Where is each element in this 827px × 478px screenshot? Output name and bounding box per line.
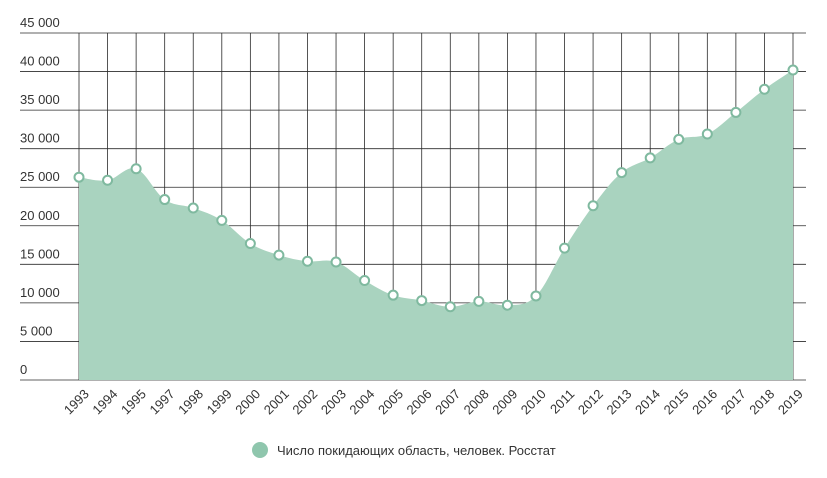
x-tick-label: 2019: [775, 386, 806, 417]
y-tick-label: 10 000: [20, 285, 60, 300]
data-point-marker: [644, 152, 656, 164]
y-tick-label: 30 000: [20, 131, 60, 146]
legend: Число покидающих область, человек. Росст…: [252, 442, 556, 458]
x-tick-label: 1993: [61, 386, 92, 417]
y-axis-ticks: 0 5 000 10 000 15 000 20 000 25 000 30 000 35 0…: [20, 15, 60, 377]
data-point-marker: [701, 128, 713, 140]
x-tick-label: 2013: [603, 386, 634, 417]
data-point-marker: [787, 64, 799, 76]
y-tick-label: 40 000: [20, 54, 60, 69]
x-tick-label: 2012: [575, 386, 606, 417]
data-point-marker: [587, 200, 599, 212]
data-point-marker: [616, 167, 628, 179]
data-point-marker: [444, 301, 456, 313]
x-tick-label: 2009: [489, 386, 520, 417]
x-tick-label: 2006: [404, 386, 435, 417]
data-point-marker: [673, 133, 685, 145]
data-point-marker: [73, 171, 85, 183]
x-tick-label: 2004: [346, 386, 377, 417]
x-tick-label: 2010: [518, 386, 549, 417]
data-point-marker: [130, 163, 142, 175]
x-tick-label: 1995: [118, 386, 149, 417]
data-point-marker: [187, 202, 199, 214]
data-point-marker: [387, 289, 399, 301]
x-tick-label: 2003: [318, 386, 349, 417]
data-point-marker: [273, 249, 285, 261]
data-point-marker: [102, 174, 114, 186]
y-tick-label: 0: [20, 362, 27, 377]
data-point-marker: [559, 242, 571, 254]
data-point-marker: [501, 299, 513, 311]
data-point-marker: [301, 255, 313, 267]
x-tick-label: 1998: [175, 386, 206, 417]
y-tick-label: 25 000: [20, 169, 60, 184]
x-tick-label: 2007: [432, 386, 463, 417]
area-series-fill: [79, 70, 793, 380]
x-tick-label: 2016: [689, 386, 720, 417]
x-tick-label: 2001: [261, 386, 292, 417]
y-tick-label: 5 000: [20, 323, 53, 338]
x-tick-label: 2014: [632, 386, 663, 417]
data-point-marker: [530, 290, 542, 302]
legend-swatch: [252, 442, 268, 458]
y-tick-label: 35 000: [20, 92, 60, 107]
data-point-marker: [416, 295, 428, 307]
data-markers: [73, 64, 799, 313]
x-tick-label: 1997: [147, 386, 178, 417]
x-tick-label: 2008: [461, 386, 492, 417]
x-tick-label: 1994: [89, 386, 120, 417]
data-point-marker: [359, 275, 371, 287]
x-axis-ticks: 1993199419951997199819992000200120022003…: [61, 386, 806, 417]
y-tick-label: 45 000: [20, 15, 60, 30]
x-tick-label: 1999: [204, 386, 235, 417]
data-point-marker: [730, 106, 742, 118]
data-point-marker: [330, 256, 342, 268]
x-tick-label: 2018: [746, 386, 777, 417]
x-tick-label: 2011: [547, 386, 577, 416]
y-tick-label: 15 000: [20, 246, 60, 261]
data-point-marker: [216, 214, 228, 226]
y-tick-label: 20 000: [20, 208, 60, 223]
data-point-marker: [758, 83, 770, 95]
legend-label: Число покидающих область, человек. Росст…: [277, 442, 556, 458]
x-tick-label: 2017: [718, 386, 749, 417]
data-point-marker: [473, 295, 485, 307]
x-tick-label: 2005: [375, 386, 406, 417]
x-tick-label: 2000: [232, 386, 263, 417]
x-tick-label: 2015: [661, 386, 692, 417]
data-point-marker: [159, 194, 171, 206]
data-point-marker: [244, 238, 256, 250]
x-tick-label: 2002: [289, 386, 320, 417]
